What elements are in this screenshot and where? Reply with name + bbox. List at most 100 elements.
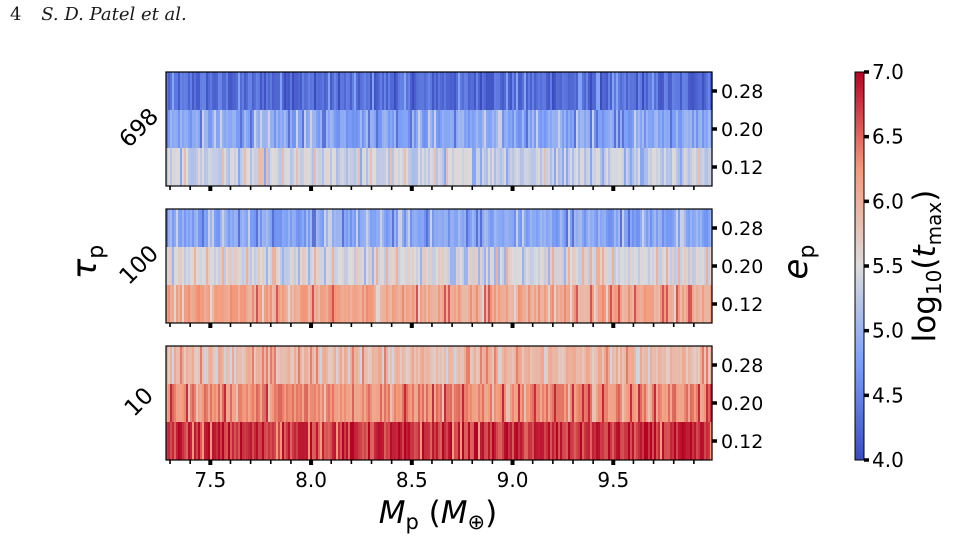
heatmap-cell	[436, 346, 439, 385]
heatmap-cell	[270, 285, 273, 324]
heatmap-cell	[330, 285, 333, 324]
heatmap-cell	[496, 346, 499, 385]
heatmap-cell	[668, 72, 671, 111]
heatmap-cell	[620, 384, 623, 423]
heatmap-cell	[228, 209, 231, 248]
e-tick-label: 0.28	[721, 81, 763, 103]
heatmap-cell	[560, 346, 563, 385]
heatmap-cell	[560, 384, 563, 423]
x-tick-label: 9.5	[597, 468, 629, 492]
heatmap-cell	[572, 384, 575, 423]
heatmap-cell	[674, 247, 677, 286]
heatmap-cell	[456, 110, 459, 149]
heatmap-cell	[594, 110, 597, 149]
heatmap-cell	[670, 285, 673, 324]
heatmap-cell	[188, 346, 191, 385]
heatmap-cell	[590, 247, 593, 286]
heatmap-cell	[264, 384, 267, 423]
heatmap-cell	[190, 209, 193, 248]
heatmap-cell	[414, 209, 417, 248]
heatmap-cell	[650, 384, 653, 423]
heatmap-cell	[366, 285, 369, 324]
heatmap-cell	[288, 422, 291, 461]
heatmap-cell	[446, 285, 449, 324]
heatmap-cell	[710, 422, 713, 461]
heatmap-cell	[692, 72, 695, 111]
heatmap-cell	[700, 384, 703, 423]
heatmap-cell	[400, 422, 403, 461]
heatmap-cell	[530, 110, 533, 149]
heatmap-cell	[572, 285, 575, 324]
heatmap-cell	[594, 384, 597, 423]
heatmap-cell	[526, 346, 529, 385]
heatmap-cell	[334, 148, 337, 187]
heatmap-cell	[376, 384, 379, 423]
heatmap-cell	[326, 148, 329, 187]
heatmap-cell	[266, 285, 269, 324]
heatmap-cell	[186, 285, 189, 324]
heatmap-cell	[616, 209, 619, 248]
heatmap-cell	[302, 110, 305, 149]
heatmap-cell	[440, 110, 443, 149]
heatmap-cell	[664, 110, 667, 149]
heatmap-cell	[632, 247, 635, 286]
heatmap-cell	[172, 285, 175, 324]
heatmap-cell	[672, 110, 675, 149]
tau-label: 698	[115, 104, 164, 153]
heatmap-cell	[358, 209, 361, 248]
heatmap-cell	[310, 247, 313, 286]
heatmap-cell	[268, 285, 271, 324]
heatmap-cell	[392, 72, 395, 111]
heatmap-cell	[350, 148, 353, 187]
heatmap-cell	[562, 72, 565, 111]
heatmap-cell	[250, 110, 253, 149]
heatmap-cell	[406, 247, 409, 286]
heatmap-cell	[286, 384, 289, 423]
heatmap-cell	[706, 72, 709, 111]
heatmap-cell	[168, 209, 171, 248]
heatmap-cell	[380, 209, 383, 248]
heatmap-cell	[512, 346, 515, 385]
heatmap-cell	[430, 110, 433, 149]
heatmap-cell	[510, 285, 513, 324]
heatmap-cell	[294, 384, 297, 423]
e-tick-label: 0.20	[721, 256, 763, 278]
heatmap-cell	[278, 72, 281, 111]
heatmap-cell	[240, 384, 243, 423]
heatmap-cell	[608, 72, 611, 111]
heatmap-cell	[554, 110, 557, 149]
heatmap-cell	[642, 72, 645, 111]
heatmap-cell	[564, 422, 567, 461]
heatmap-cell	[672, 422, 675, 461]
heatmap-cell	[234, 247, 237, 286]
heatmap-cell	[588, 247, 591, 286]
heatmap-cell	[538, 285, 541, 324]
heatmap-cell	[640, 384, 643, 423]
heatmap-cell	[488, 422, 491, 461]
heatmap-cell	[710, 247, 713, 286]
heatmap-cell	[426, 285, 429, 324]
heatmap-cell	[174, 209, 177, 248]
heatmap-cell	[664, 384, 667, 423]
heatmap-cell	[402, 72, 405, 111]
heatmap-cell	[676, 247, 679, 286]
heatmap-cell	[266, 72, 269, 111]
heatmap-cell	[640, 285, 643, 324]
heatmap-cell	[286, 247, 289, 286]
heatmap-cell	[188, 110, 191, 149]
heatmap-cell	[502, 72, 505, 111]
heatmap-cell	[466, 209, 469, 248]
heatmap-cell	[696, 72, 699, 111]
heatmap-cell	[170, 247, 173, 286]
heatmap-cell	[200, 110, 203, 149]
heatmap-cell	[398, 285, 401, 324]
heatmap-cell	[280, 110, 283, 149]
heatmap-cell	[506, 346, 509, 385]
heatmap-cell	[176, 148, 179, 187]
heatmap-cell	[356, 346, 359, 385]
heatmap-cell	[266, 384, 269, 423]
heatmap-cell	[696, 346, 699, 385]
heatmap-cell	[408, 346, 411, 385]
colorbar-tick-label: 6.0	[872, 189, 904, 213]
heatmap-cell	[442, 148, 445, 187]
